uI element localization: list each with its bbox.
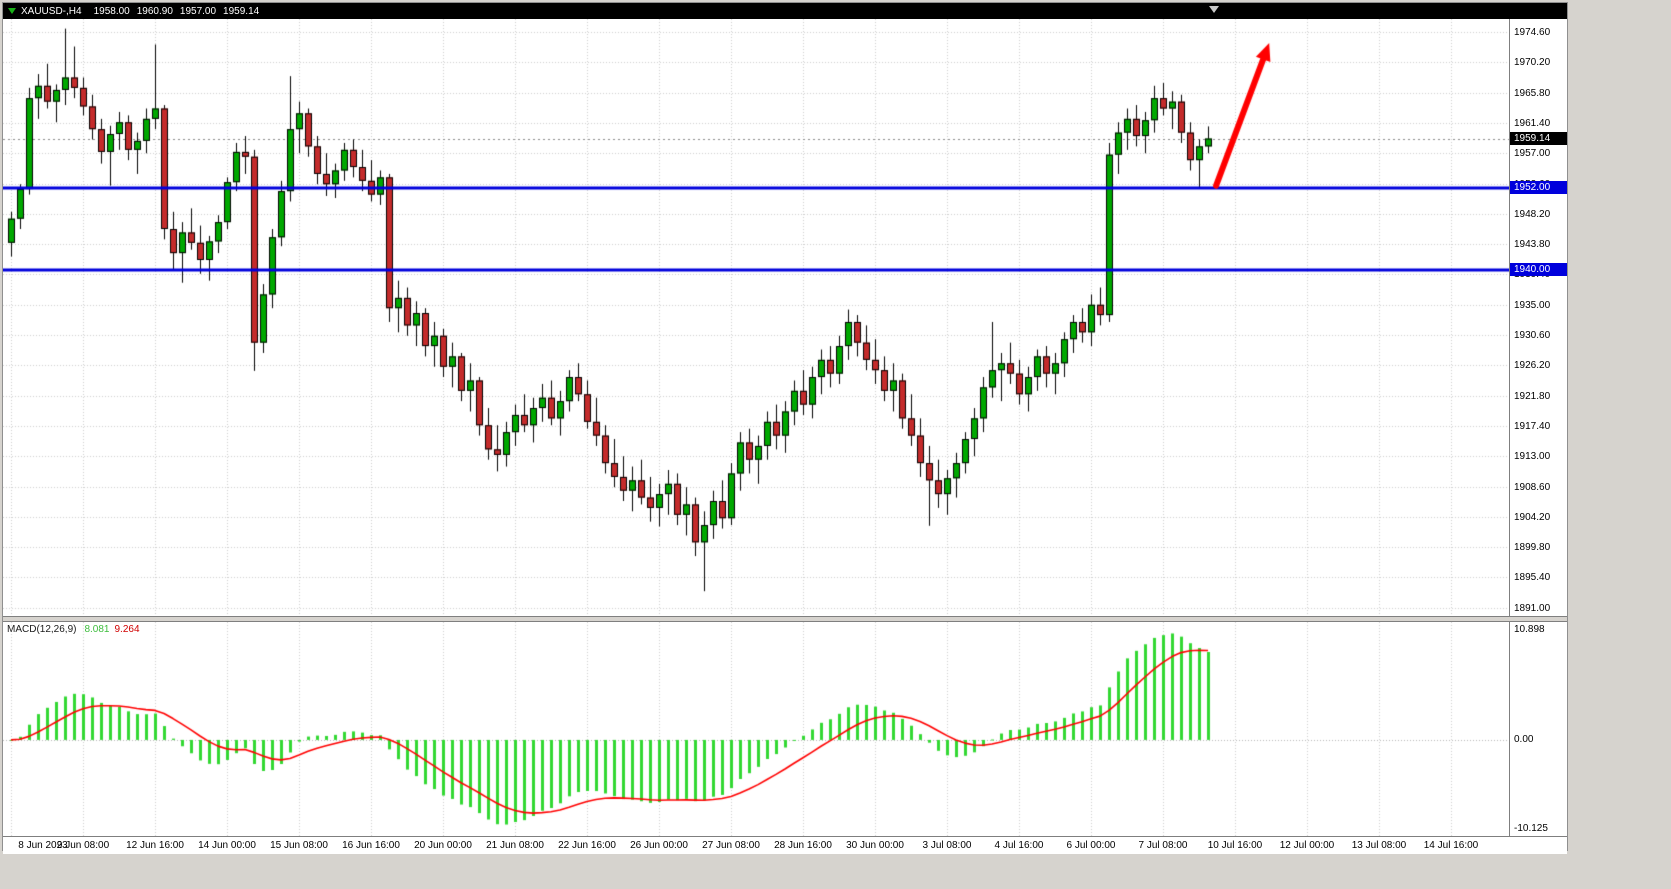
price-axis-label: 1926.20 [1514, 360, 1551, 372]
price-axis-label: 1913.00 [1514, 451, 1551, 463]
time-axis[interactable]: 8 Jun 2023 9 Jun 08:00 12 Jun 16:00 14 Jun … [3, 836, 1567, 854]
price-axis-label: 1908.60 [1514, 481, 1551, 493]
time-axis-label: 8 Jun 2023 [18, 840, 68, 851]
price-axis[interactable]: 1974.60 1970.20 1965.80 1961.40 1957.00 1952.… [1509, 19, 1567, 616]
price-axis-label: 1943.80 [1514, 239, 1551, 251]
macd-main-value: 8.081 [84, 624, 110, 635]
price-axis-label: 1891.00 [1514, 602, 1551, 614]
bar-open-value: 1958.00 [93, 5, 130, 17]
price-axis-label: 1961.40 [1514, 117, 1551, 129]
time-axis-label: 12 Jul 00:00 [1279, 840, 1335, 851]
symbol-period-label: XAUUSD-,H4 [21, 5, 82, 17]
chart-shift-marker-icon[interactable] [1209, 6, 1219, 13]
macd-axis-label: 10.898 [1514, 624, 1545, 635]
main-chart-canvas[interactable] [3, 19, 1509, 616]
macd-canvas[interactable] [3, 622, 1509, 836]
time-axis-label: 3 Jul 08:00 [922, 840, 972, 851]
pane-separator[interactable] [3, 616, 1567, 622]
price-axis-label: 1957.00 [1514, 148, 1551, 160]
price-axis-label: 1895.40 [1514, 572, 1551, 584]
price-axis-label: 1948.20 [1514, 208, 1551, 220]
time-axis-label: 20 Jun 00:00 [414, 840, 472, 851]
price-axis-label: 1970.20 [1514, 57, 1551, 69]
time-axis-label: 21 Jun 08:00 [486, 840, 544, 851]
macd-axis-label: -10.125 [1514, 823, 1548, 834]
macd-name: MACD(12,26,9) [7, 624, 77, 635]
price-axis-label: 1935.00 [1514, 299, 1551, 311]
price-axis-label: 1899.80 [1514, 542, 1551, 554]
price-axis-label: 1917.40 [1514, 420, 1551, 432]
time-axis-label: 10 Jul 16:00 [1207, 840, 1263, 851]
macd-axis-label: 0.00 [1514, 733, 1534, 745]
time-axis-label: 12 Jun 16:00 [126, 840, 184, 851]
macd-indicator-label: MACD(12,26,9) 8.081 9.264 [7, 624, 140, 635]
hline-price-tag[interactable]: 1940.00 [1510, 263, 1567, 277]
time-axis-label: 30 Jun 00:00 [846, 840, 904, 851]
time-axis-label: 13 Jul 08:00 [1351, 840, 1407, 851]
bar-high-value: 1960.90 [136, 5, 173, 17]
price-axis-label: 1904.20 [1514, 511, 1551, 523]
price-axis-label: 1965.80 [1514, 87, 1551, 99]
time-axis-label: 15 Jun 08:00 [270, 840, 328, 851]
bar-close-value: 1959.14 [223, 5, 260, 17]
time-axis-label: 14 Jul 16:00 [1423, 840, 1479, 851]
price-axis-label: 1930.60 [1514, 330, 1551, 342]
current-price-tag: 1959.14 [1510, 131, 1567, 145]
mt4-chart-window: XAUUSD-,H4 1958.00 1960.90 1957.00 1959.… [2, 2, 1568, 854]
time-axis-label: 7 Jul 08:00 [1138, 840, 1188, 851]
main-chart-pane: 1974.60 1970.20 1965.80 1961.40 1957.00 1952.… [3, 19, 1567, 616]
price-axis-label: 1974.60 [1514, 27, 1551, 39]
bar-low-value: 1957.00 [179, 5, 217, 17]
chart-title-bar[interactable]: XAUUSD-,H4 1958.00 1960.90 1957.00 1959.… [3, 3, 1567, 19]
time-axis-label: 14 Jun 00:00 [198, 840, 256, 851]
time-axis-label: 9 Jun 08:00 [56, 840, 110, 851]
macd-signal-value: 9.264 [114, 624, 140, 635]
time-axis-label: 22 Jun 16:00 [558, 840, 616, 851]
time-axis-label: 16 Jun 16:00 [342, 840, 400, 851]
symbol-marker-icon [8, 8, 16, 14]
time-axis-label: 26 Jun 00:00 [630, 840, 688, 851]
macd-axis[interactable]: 10.898 0.00 -10.125 [1509, 622, 1567, 836]
macd-pane: MACD(12,26,9) 8.081 9.264 10.898 0.00 -10.12… [3, 622, 1567, 836]
price-axis-label: 1921.80 [1514, 390, 1551, 402]
time-axis-label: 4 Jul 16:00 [994, 840, 1044, 851]
hline-price-tag[interactable]: 1952.00 [1510, 180, 1567, 194]
time-axis-label: 6 Jul 00:00 [1066, 840, 1116, 851]
time-axis-label: 28 Jun 16:00 [774, 840, 832, 851]
time-axis-label: 27 Jun 08:00 [702, 840, 760, 851]
